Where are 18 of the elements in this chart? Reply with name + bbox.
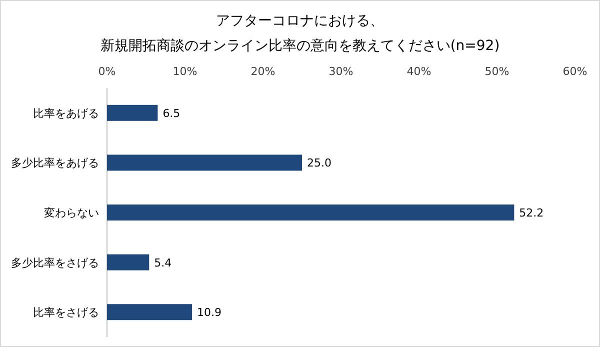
title: アフターコロナにおける、新規開拓商談のオンライン比率の意向を教えてください(n=92) [100, 13, 500, 54]
data-label: 5.4 [154, 256, 172, 270]
x-tick-label: 20% [250, 65, 276, 78]
x-tick-label: 10% [172, 65, 198, 78]
x-tick-label: 0% [98, 65, 116, 78]
data-label: 6.5 [162, 106, 180, 120]
y-tick-label: 比率をさげる [33, 306, 99, 320]
x-tick-label: 50% [484, 65, 510, 78]
x-tick-label: 40% [406, 65, 432, 78]
y-tick-label: 多少比率をあげる [11, 156, 99, 170]
y-tick-label: 変わらない [44, 206, 99, 220]
y-tick-label: 多少比率をさげる [11, 256, 99, 270]
data-label: 10.9 [197, 306, 222, 320]
y-tick-label: 比率をあげる [33, 106, 99, 120]
data-label: 25.0 [307, 156, 332, 170]
x-tick-label: 60% [562, 65, 588, 78]
data-label: 52.2 [519, 206, 544, 220]
x-tick-label: 30% [328, 65, 354, 78]
